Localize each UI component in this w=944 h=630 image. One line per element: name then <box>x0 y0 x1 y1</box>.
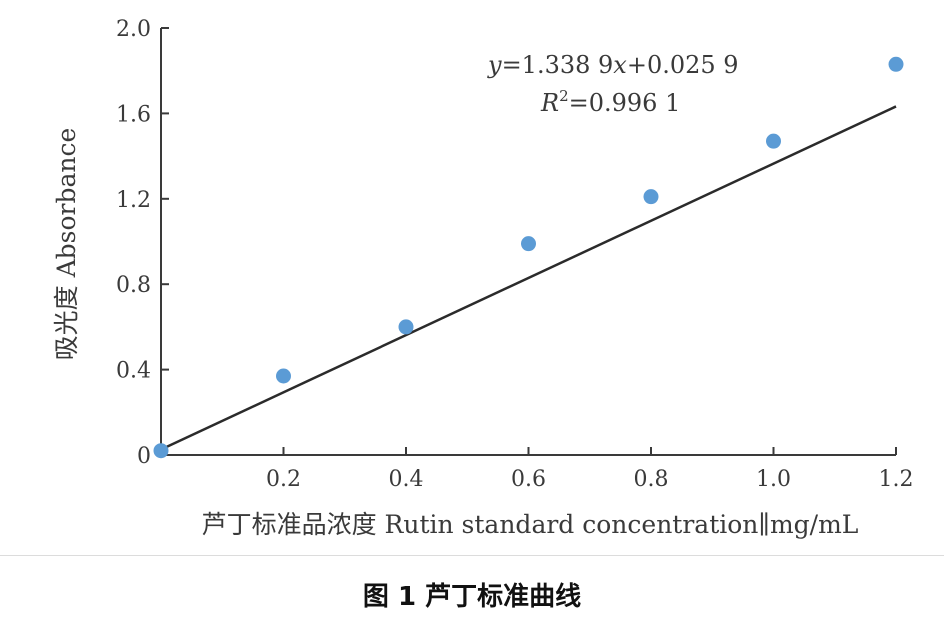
caption-band <box>0 555 944 630</box>
y-tick-label: 2.0 <box>116 17 151 42</box>
y-tick-label: 0.8 <box>116 273 151 298</box>
data-point <box>276 368 291 384</box>
data-point <box>888 56 904 72</box>
tick-labels: 0 0.4 0.8 1.2 1.6 2.0 0.2 0.4 0.6 0.8 1.0 1.2 <box>116 17 914 492</box>
x-tick-label: 1.0 <box>756 467 791 492</box>
data-point <box>153 443 169 459</box>
x-tick-label: 0.2 <box>266 467 301 492</box>
figure-caption: 图 1 芦丁标准曲线 <box>362 582 582 612</box>
y-tick-label: 1.6 <box>116 102 151 127</box>
r-superscript: 2 <box>559 87 569 105</box>
fit-line <box>160 105 897 451</box>
equation-line: y=1.338 9x+0.025 9 <box>487 51 739 79</box>
equation-x-var: x <box>613 51 627 79</box>
tick-marks <box>161 27 897 455</box>
x-tick-label: 1.2 <box>879 467 914 492</box>
equation-part-b: +0.025 9 <box>627 51 739 79</box>
r-value: =0.996 1 <box>569 89 681 117</box>
r-var: R <box>540 89 559 117</box>
equation-part-a: =1.338 9 <box>502 51 614 79</box>
data-points <box>153 56 904 459</box>
x-tick-label: 0.6 <box>511 467 546 492</box>
chart-area: 0 0.4 0.8 1.2 1.6 2.0 0.2 0.4 0.6 0.8 1.0 1.2 y=1.3… <box>52 17 914 539</box>
x-tick-label: 0.8 <box>634 467 669 492</box>
x-axis-label: 芦丁标准品浓度 Rutin standard concentration∥mg/… <box>202 510 859 539</box>
equation-y-var: y <box>487 51 502 79</box>
r-squared-line: R2=0.996 1 <box>540 87 680 117</box>
data-point <box>643 189 659 205</box>
y-tick-label: 0 <box>137 444 151 469</box>
x-tick-label: 0.4 <box>389 467 424 492</box>
data-point <box>766 133 781 149</box>
data-point <box>521 236 536 252</box>
y-tick-label: 0.4 <box>116 359 151 384</box>
y-tick-label: 1.2 <box>116 188 151 213</box>
fit-line-group <box>160 105 897 451</box>
data-point <box>398 319 414 335</box>
y-axis-label: 吸光度 Absorbance <box>52 128 81 361</box>
